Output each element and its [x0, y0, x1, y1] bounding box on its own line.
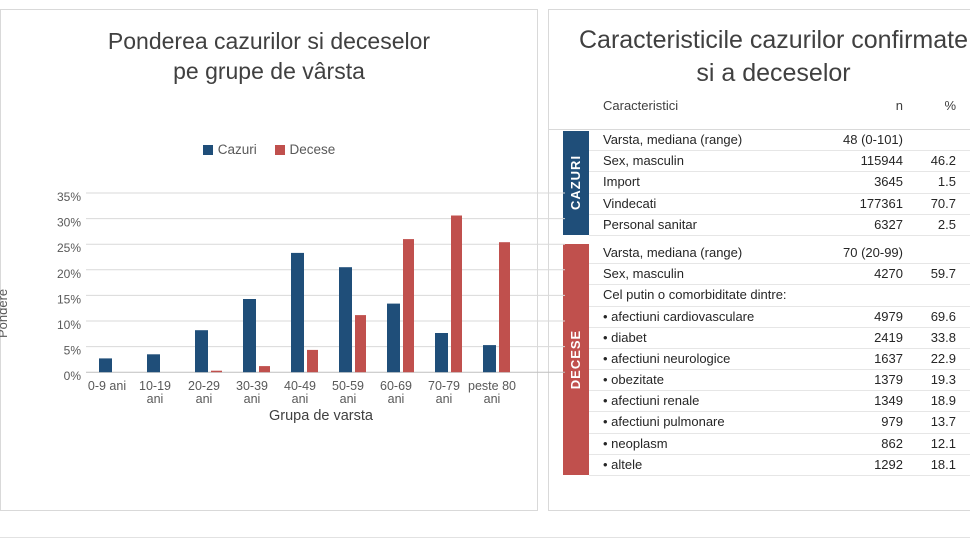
svg-text:60-69: 60-69 — [380, 379, 412, 393]
svg-text:ani: ani — [436, 392, 453, 406]
svg-text:35%: 35% — [57, 190, 81, 204]
svg-text:0%: 0% — [64, 369, 82, 383]
svg-text:25%: 25% — [57, 241, 81, 255]
svg-text:10%: 10% — [57, 318, 81, 332]
svg-text:20-29: 20-29 — [188, 379, 220, 393]
svg-text:ani: ani — [244, 392, 261, 406]
svg-text:50-59: 50-59 — [332, 379, 364, 393]
svg-text:ani: ani — [292, 392, 309, 406]
svg-text:Grupa de varsta: Grupa de varsta — [269, 408, 374, 424]
svg-text:ani: ani — [340, 392, 357, 406]
svg-text:ani: ani — [484, 392, 501, 406]
svg-text:70-79: 70-79 — [428, 379, 460, 393]
svg-text:40-49: 40-49 — [284, 379, 316, 393]
svg-text:0-9 ani: 0-9 ani — [88, 379, 126, 393]
svg-text:ani: ani — [147, 392, 164, 406]
svg-text:peste 80: peste 80 — [468, 379, 516, 393]
svg-text:30%: 30% — [57, 215, 81, 229]
svg-text:10-19: 10-19 — [139, 379, 171, 393]
svg-text:ani: ani — [196, 392, 213, 406]
svg-text:30-39: 30-39 — [236, 379, 268, 393]
svg-text:ani: ani — [388, 392, 405, 406]
svg-text:15%: 15% — [57, 292, 81, 306]
svg-text:20%: 20% — [57, 267, 81, 281]
svg-text:5%: 5% — [64, 343, 82, 357]
